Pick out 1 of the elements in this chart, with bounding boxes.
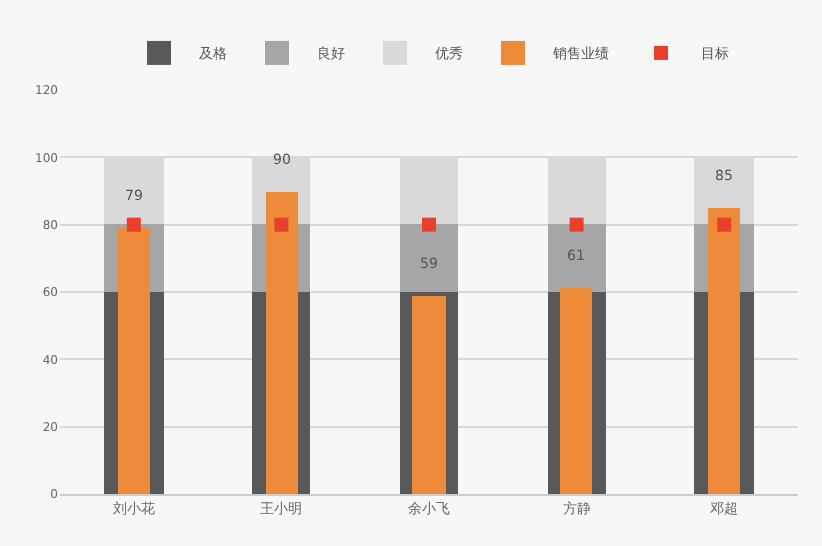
bar [400,224,458,292]
